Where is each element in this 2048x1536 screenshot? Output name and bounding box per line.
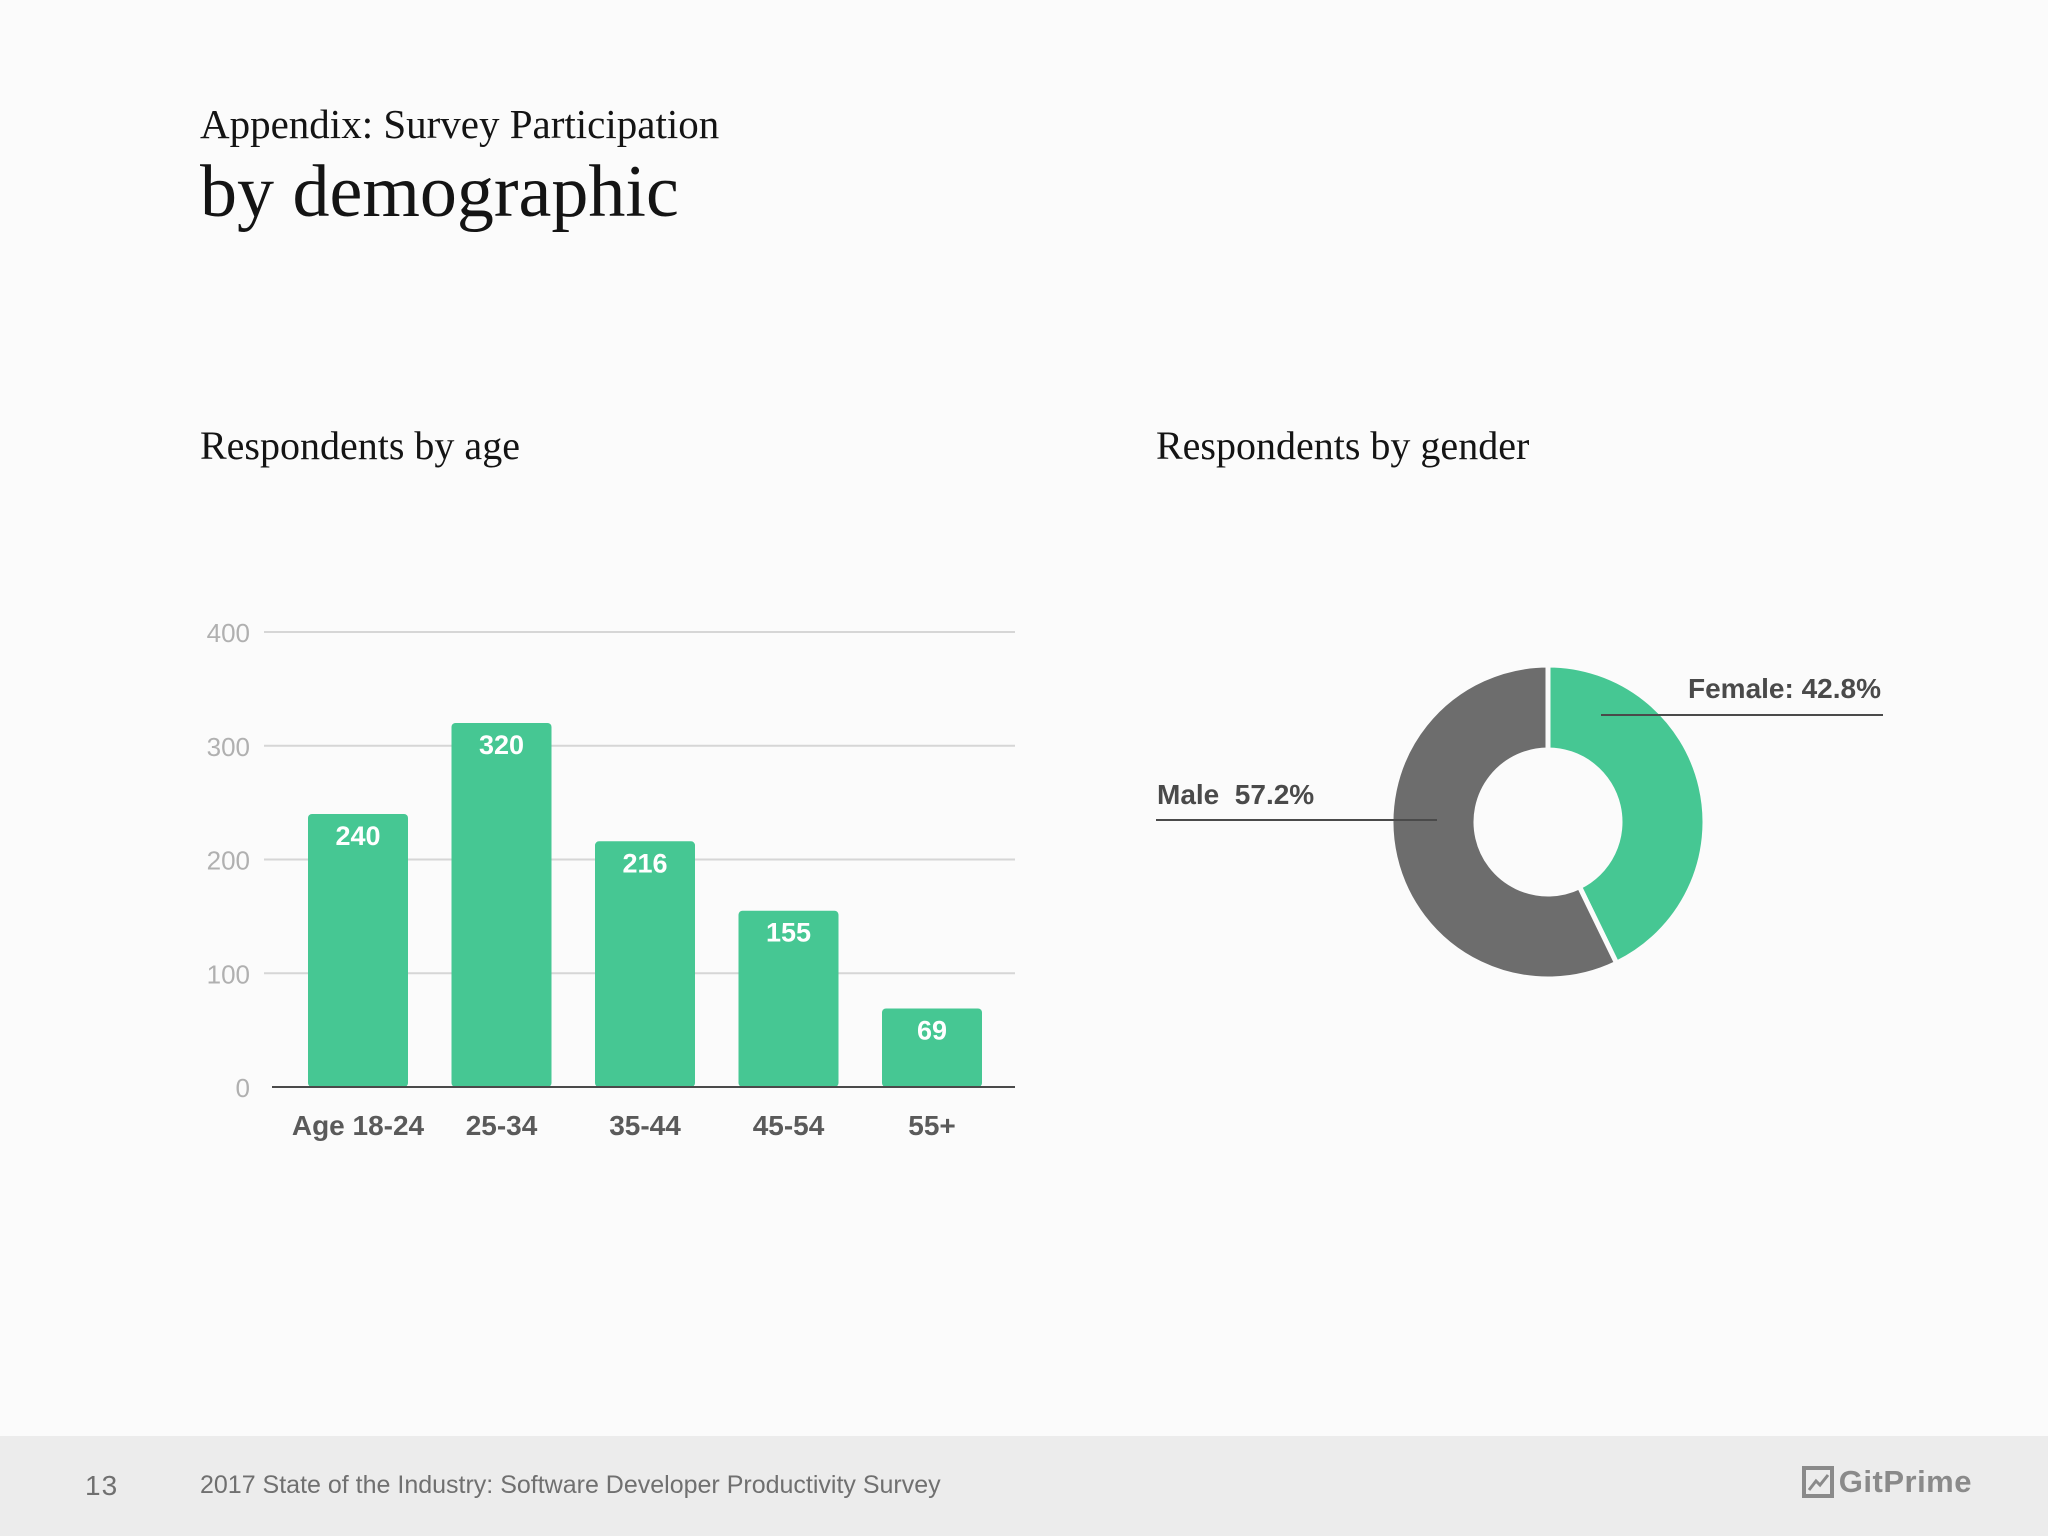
y-tick-label: 400 — [207, 618, 250, 648]
slice-label-male: Male 57.2% — [1157, 779, 1314, 810]
y-tick-label: 0 — [236, 1073, 250, 1103]
bar — [451, 723, 552, 1087]
x-tick-label: 25-34 — [466, 1110, 538, 1141]
page-number: 13 — [85, 1470, 119, 1501]
bar-value-label: 240 — [335, 821, 380, 851]
slice-label-female: Female: 42.8% — [1688, 673, 1881, 704]
y-tick-label: 300 — [207, 732, 250, 762]
age-bar-chart: 0 100 200 300 400 240 Age 18-24 320 25-34 216 35-4… — [207, 618, 1015, 1141]
x-tick-label: 45-54 — [753, 1110, 825, 1141]
donut-slice — [1545, 662, 1708, 967]
bar — [738, 910, 839, 1087]
footer: 13 2017 State of the Industry: Software … — [0, 1436, 2048, 1536]
footer-text: 2017 State of the Industry: Software Dev… — [200, 1471, 941, 1499]
bar-value-label: 69 — [917, 1016, 947, 1046]
x-tick-label: 35-44 — [609, 1110, 681, 1141]
brand-name: GitPrime — [1838, 1464, 1972, 1499]
gender-chart-title: Respondents by gender — [1156, 423, 1530, 468]
bar — [882, 1008, 982, 1087]
brand-logo: GitPrime — [1801, 1464, 1972, 1500]
gender-donut-chart: Female: 42.8% Male 57.2% — [1156, 662, 1883, 982]
bar — [595, 841, 695, 1087]
donut-slice — [1388, 662, 1620, 982]
y-tick-label: 200 — [207, 846, 250, 876]
bar — [308, 814, 408, 1087]
bar-value-label: 155 — [766, 918, 811, 948]
x-tick-label: Age 18-24 — [292, 1110, 425, 1141]
bar-value-label: 216 — [622, 848, 667, 878]
page-supertitle: Appendix: Survey Participation — [200, 101, 720, 147]
x-tick-label: 55+ — [908, 1110, 956, 1141]
bar-value-label: 320 — [479, 730, 524, 760]
gitprime-logo-icon — [1801, 1466, 1834, 1498]
y-tick-label: 100 — [207, 959, 250, 989]
age-chart-title: Respondents by age — [200, 423, 520, 468]
page-title: by demographic — [200, 151, 679, 233]
